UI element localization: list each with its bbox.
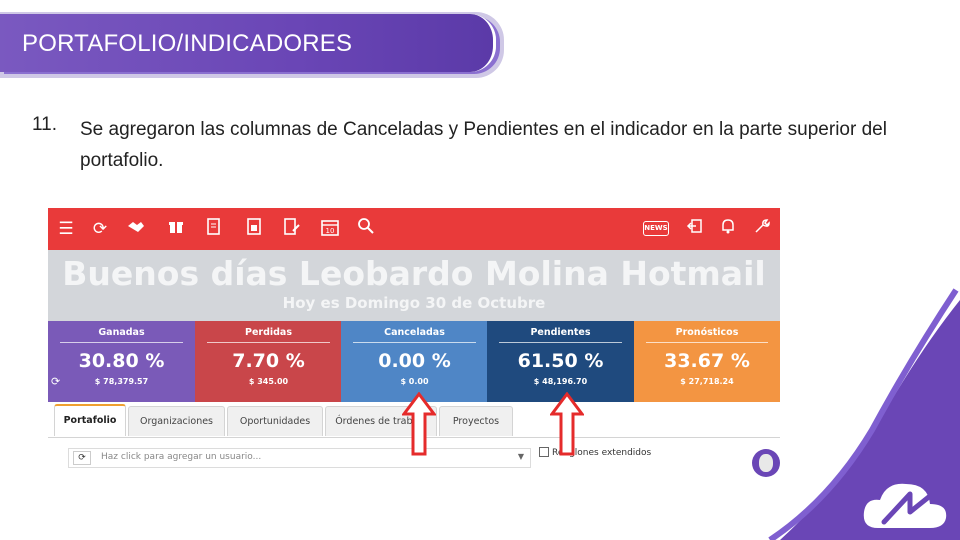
- wrench-icon[interactable]: [750, 217, 774, 241]
- corner-decoration: [768, 288, 960, 540]
- greeting-panel: Buenos días Leobardo Molina Hotmail Hoy …: [48, 250, 780, 321]
- indicator-amount: $ 78,379.57: [94, 377, 149, 386]
- indicator-ganadas[interactable]: Ganadas 30.80 % $ 78,379.57: [48, 321, 195, 402]
- tab-portafolio[interactable]: Portafolio: [54, 404, 126, 436]
- indicator-label: Pendientes: [530, 327, 591, 338]
- news-icon[interactable]: NEWS: [643, 221, 669, 236]
- indicator-percent: 61.50 %: [517, 350, 604, 372]
- avatar: [759, 454, 773, 472]
- indicator-amount: $ 48,196.70: [533, 377, 588, 386]
- indicator-perdidas[interactable]: Perdidas 7.70 % $ 345.00: [195, 321, 342, 402]
- app-screenshot: ☰ ⟳ 10 NEWS: [48, 208, 780, 482]
- calendar-icon[interactable]: 10: [318, 217, 342, 241]
- chevron-down-icon[interactable]: ▼: [517, 452, 524, 461]
- refresh-icon[interactable]: ⟳: [92, 219, 108, 239]
- indicator-percent: 30.80 %: [78, 350, 165, 372]
- indicator-label: Perdidas: [244, 327, 292, 338]
- refresh-icon[interactable]: ⟳: [73, 451, 91, 465]
- greeting-text: Buenos días Leobardo Molina Hotmail: [62, 254, 766, 293]
- indicator-label: Ganadas: [98, 327, 145, 338]
- cloud-logo-icon: [863, 483, 947, 528]
- date-text: Hoy es Domingo 30 de Octubre: [282, 294, 546, 312]
- search-icon[interactable]: [354, 217, 378, 241]
- gift-icon[interactable]: [164, 217, 188, 241]
- indicator-refresh-icon[interactable]: ⟳: [51, 375, 61, 388]
- extended-rows-label: Renglones extendidos: [552, 448, 652, 458]
- tab-organizaciones[interactable]: Organizaciones: [128, 406, 225, 436]
- user-select[interactable]: ⟳ Haz click para agregar un usuario... ▼: [68, 448, 531, 468]
- indicator-label: Pronósticos: [675, 327, 739, 338]
- indicator-percent: 7.70 %: [232, 350, 305, 372]
- item-text: Se agregaron las columnas de Canceladas …: [80, 119, 887, 171]
- bell-icon[interactable]: [716, 217, 740, 241]
- tab-proyectos[interactable]: Proyectos: [439, 406, 513, 436]
- handshake-icon[interactable]: [124, 217, 148, 241]
- app-toolbar: ☰ ⟳ 10 NEWS: [48, 208, 780, 250]
- indicator-divider: [499, 342, 622, 343]
- indicator-divider: [60, 342, 183, 343]
- indicator-canceladas[interactable]: Canceladas 0.00 % $ 0.00: [341, 321, 488, 402]
- calculator-document-icon[interactable]: [242, 217, 266, 241]
- document-icon[interactable]: [202, 217, 226, 241]
- arrow-up-pendientes: [550, 392, 584, 456]
- indicator-divider: [207, 342, 330, 343]
- menu-icon[interactable]: ☰: [58, 219, 74, 239]
- indicator-amount: $ 345.00: [248, 377, 289, 386]
- indicator-percent: 33.67 %: [664, 350, 750, 372]
- indicator-percent: 0.00 %: [378, 350, 451, 372]
- tab-oportunidades[interactable]: Oportunidades: [227, 406, 323, 436]
- indicator-pendientes[interactable]: Pendientes 61.50 % $ 48,196.70: [487, 321, 634, 402]
- indicator-divider: [646, 342, 768, 343]
- document-pencil-icon[interactable]: [280, 217, 304, 241]
- indicator-amount: $ 0.00: [400, 377, 429, 386]
- arrow-up-canceladas: [402, 392, 436, 456]
- logout-icon[interactable]: [683, 217, 707, 241]
- user-select-placeholder: Haz click para agregar un usuario...: [101, 452, 262, 462]
- indicator-pronosticos[interactable]: Pronósticos 33.67 % $ 27,718.24: [634, 321, 780, 402]
- indicator-divider: [353, 342, 476, 343]
- indicator-amount: $ 27,718.24: [680, 377, 734, 386]
- indicator-label: Canceladas: [384, 327, 445, 338]
- extended-rows-checkbox[interactable]: [539, 447, 549, 457]
- item-number: 11.: [32, 114, 58, 135]
- slide-title: PORTAFOLIO/INDICADORES: [22, 30, 353, 57]
- title-banner: [0, 14, 496, 72]
- calendar-day-text: 10: [326, 227, 335, 235]
